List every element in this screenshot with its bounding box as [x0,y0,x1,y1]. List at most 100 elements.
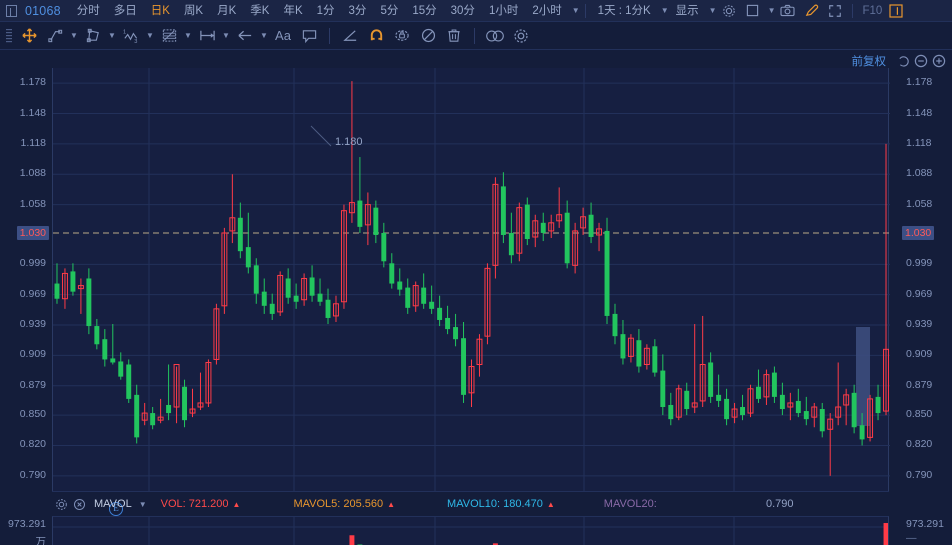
price-axis-tick-right: 0.820 [906,438,933,451]
price-axis-tick-right: 1.148 [906,106,933,119]
settings-icon[interactable] [508,22,534,50]
mavol10-arrow-up-icon: ▲ [546,499,555,509]
price-axis-tick-left: 0.969 [19,287,46,300]
svg-text:1: 1 [123,30,126,36]
price-axis-tick-right: 0.850 [906,408,933,421]
lock-drawings-icon[interactable] [389,22,415,50]
price-axis-tick-right: 0.939 [906,318,933,331]
price-axis-right[interactable]: 1.178 1.148 1.118 1.088 1.058 1.030 0.999 0.969… [900,50,952,545]
fullscreen-icon[interactable] [823,0,847,22]
grip-handle[interactable] [2,22,16,50]
fib-retracement-icon[interactable] [156,22,182,50]
tab-3min[interactable]: 3分 [348,4,367,17]
indicator-settings-icon[interactable] [52,495,70,513]
vol-value: VOL: 721.200 [160,498,229,510]
tab-duori[interactable]: 多日 [113,4,137,17]
camera-icon[interactable] [775,0,799,22]
pencil-icon[interactable] [799,0,823,22]
tab-2hour[interactable]: 2小时 [532,4,562,17]
drawtool-divider [329,27,330,44]
vol-arrow-up-icon: ▲ [232,499,241,509]
tab-5min[interactable]: 5分 [380,4,399,17]
zoom-out-icon[interactable] [912,52,930,70]
f10-button[interactable]: F10 [862,4,883,17]
price-axis-tick-right: 0.909 [906,348,933,361]
tab-30min[interactable]: 30分 [450,4,475,17]
main-toolbar: 01068 分时 多日 日K 周K 月K 季K 年K 1分 3分 5分 15分 … [0,0,952,22]
comment-icon[interactable] [296,22,322,50]
price-axis-tick-right: 1.178 [906,76,933,89]
price-axis-tick-left: 0.879 [19,378,46,391]
price-axis-tick-left: 0.939 [19,318,46,331]
toolbar-divider [584,3,586,18]
tab-1hour[interactable]: 1小时 [488,4,519,17]
stock-code[interactable]: 01068 [25,3,61,18]
display-chevron-down-icon[interactable]: ▼ [708,6,717,15]
layout-chevron-down-icon[interactable]: ▼ [660,6,669,15]
volume-max-label-right: 973.291 [906,518,944,530]
angle-icon[interactable] [337,22,363,50]
chart-area: 前复权 1.178 1.148 1.118 1.088 1.058 1.030 0.999 0… [0,50,952,545]
price-axis-tick-right: 0.790 [906,468,933,481]
volume-indicator-bar: MAVOL ▼ VOL: 721.200 ▲ MAVOL5: 205.560 ▲… [52,491,889,516]
tab-yuek[interactable]: 月K [217,4,237,17]
compare-icon[interactable] [482,22,508,50]
undo-icon[interactable] [894,52,912,70]
mavol5-value: MAVOL5: 205.560 [293,498,384,510]
price-axis-tick-right: 0.969 [906,287,933,300]
tab-15min[interactable]: 15分 [412,4,437,17]
hide-drawings-icon[interactable] [415,22,441,50]
sidebar-toggle-icon[interactable] [0,0,22,22]
tab-1min[interactable]: 1分 [316,4,335,17]
layout-grid-chevron-down-icon[interactable]: ▼ [767,6,776,15]
price-axis-last-price-left: 1.030 [16,225,49,240]
adjust-mode-label[interactable]: 前复权 [851,56,887,68]
tab-zhouk[interactable]: 周K [183,4,204,17]
panel-toggle-icon[interactable] [886,0,906,22]
arrow-icon[interactable] [232,22,258,50]
layout-grid-icon[interactable] [741,0,765,22]
measure-chevron-down-icon[interactable]: ▼ [222,31,230,40]
candlestick-plot[interactable]: 1.180 0.790 E [52,68,890,516]
display-menu-label[interactable]: 显示 [675,4,699,17]
mavol5-arrow-up-icon: ▲ [387,499,396,509]
shape-chevron-down-icon[interactable]: ▼ [108,31,116,40]
measure-icon[interactable] [194,22,220,50]
earnings-event-marker[interactable]: E [109,502,123,516]
shape-polygon-icon[interactable] [80,22,106,50]
tab-niank[interactable]: 年K [283,4,303,17]
price-axis-tick-left: 0.909 [19,348,46,361]
indicator-chevron-down-icon[interactable]: ▼ [138,499,147,509]
trendline-icon[interactable] [42,22,68,50]
price-axis-tick-left: 1.118 [20,136,47,149]
gear-icon[interactable] [717,0,741,22]
price-axis-tick-left: 0.999 [19,257,46,270]
tab-fenshi[interactable]: 分时 [76,4,100,17]
text-icon[interactable]: Aa [275,28,291,43]
fib-chevron-down-icon[interactable]: ▼ [184,31,192,40]
trendline-chevron-down-icon[interactable]: ▼ [70,31,78,40]
adjust-controls: 前复权 [852,50,952,72]
trash-icon[interactable] [441,22,467,50]
drawtool-divider-2 [474,27,475,44]
crosshair-move-icon[interactable] [16,22,42,50]
tab-rik[interactable]: 日K [150,4,170,17]
zoom-in-icon[interactable] [930,52,948,70]
layout-mode-label[interactable]: 1天 : 1分K [597,4,651,17]
price-axis-tick-left: 1.148 [19,106,46,119]
wave-chevron-down-icon[interactable]: ▼ [146,31,154,40]
price-axis-tick-left: 1.058 [19,197,46,210]
price-axis-tick-left: 1.088 [19,167,46,180]
period-more-chevron-down-icon[interactable]: ▼ [571,6,580,15]
price-axis-left[interactable]: 1.178 1.148 1.118 1.088 1.058 1.030 0.999 0.969… [0,50,52,545]
tab-jik[interactable]: 季K [250,4,270,17]
arrow-chevron-down-icon[interactable]: ▼ [260,31,268,40]
volume-plot[interactable] [52,516,889,545]
price-axis-tick-left: 0.790 [19,468,46,481]
indicator-close-icon[interactable] [70,495,88,513]
price-axis-last-price-right: 1.030 [902,225,935,240]
magnet-icon[interactable] [363,22,389,50]
indicator-name[interactable]: MAVOL [94,498,132,510]
toolbar-divider-2 [852,3,854,18]
